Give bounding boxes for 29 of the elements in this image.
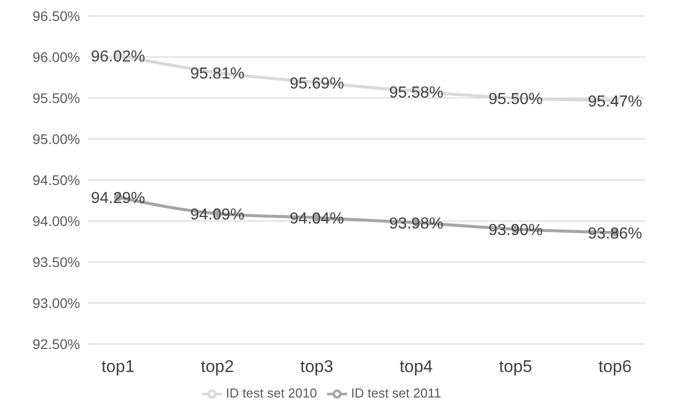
y-tick-label: 96.00% bbox=[32, 48, 80, 65]
y-tick-label: 93.50% bbox=[32, 254, 80, 270]
y-tick-label: 96.50% bbox=[32, 8, 80, 24]
y-tick-label: 93.00% bbox=[32, 294, 80, 311]
data-label: 94.09% bbox=[190, 206, 245, 224]
y-tick-label: 92.50% bbox=[32, 336, 80, 352]
y-tick-label: 94.50% bbox=[32, 172, 80, 188]
data-label: 95.50% bbox=[488, 91, 543, 108]
legend-label: ID test set 2011 bbox=[350, 385, 442, 400]
data-label: 95.69% bbox=[290, 75, 344, 92]
y-tick-label: 94.00% bbox=[32, 212, 80, 229]
x-tick-label: top1 bbox=[101, 357, 135, 376]
data-label: 93.98% bbox=[389, 216, 444, 233]
x-tick-label: top5 bbox=[499, 357, 532, 376]
x-tick-label: top6 bbox=[598, 357, 632, 376]
x-tick-label: top3 bbox=[300, 357, 334, 376]
data-label: 93.90% bbox=[488, 222, 543, 240]
data-label: 94.04% bbox=[290, 210, 344, 228]
legend-label: ID test set 2010 bbox=[226, 385, 317, 400]
data-label: 96.02% bbox=[90, 48, 146, 66]
data-label: 93.86% bbox=[588, 225, 642, 242]
data-label: 95.47% bbox=[588, 93, 642, 110]
y-tick-label: 95.50% bbox=[32, 90, 80, 106]
x-tick-label: top2 bbox=[200, 357, 234, 376]
y-tick-label: 95.00% bbox=[32, 130, 80, 147]
x-tick-label: top4 bbox=[400, 357, 433, 376]
data-label: 94.29% bbox=[90, 190, 146, 208]
data-label: 95.81% bbox=[190, 66, 245, 83]
data-label: 95.58% bbox=[389, 84, 444, 102]
